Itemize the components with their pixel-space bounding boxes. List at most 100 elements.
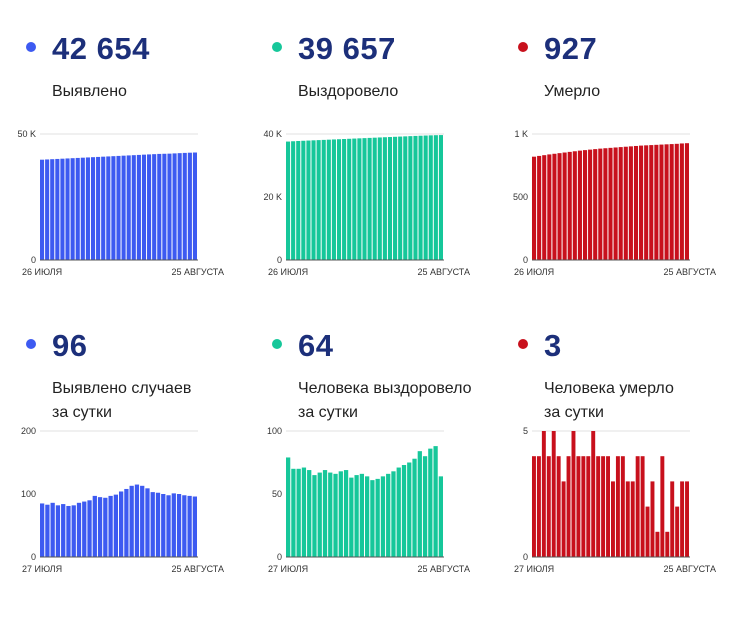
bar bbox=[611, 481, 615, 557]
bar bbox=[354, 475, 359, 557]
bar bbox=[70, 158, 75, 260]
bar bbox=[659, 144, 664, 260]
bar bbox=[601, 456, 606, 557]
bar bbox=[608, 147, 613, 260]
bar bbox=[669, 144, 674, 260]
bar bbox=[103, 497, 108, 557]
bullet-dot-icon bbox=[272, 42, 282, 52]
bar bbox=[162, 153, 167, 260]
stat-number: 96 bbox=[52, 328, 88, 363]
bullet-dot-icon bbox=[26, 42, 36, 52]
bar bbox=[108, 495, 113, 557]
y-tick-label: 100 bbox=[267, 426, 282, 436]
bar bbox=[438, 476, 443, 557]
bar bbox=[422, 456, 428, 557]
bar bbox=[433, 446, 438, 557]
bar bbox=[336, 139, 342, 260]
bar bbox=[171, 493, 176, 557]
bar bbox=[182, 495, 187, 557]
bar bbox=[101, 156, 106, 260]
panel-detected-daily: 96 Выявлено случаев за сутки 0 100 200 27 ИЮЛЯ… bbox=[21, 327, 252, 617]
x-start-label: 26 ИЮЛЯ bbox=[268, 267, 308, 277]
bar bbox=[150, 492, 155, 557]
y-tick-label: 0 bbox=[277, 255, 282, 265]
bar bbox=[664, 144, 669, 260]
y-tick-label: 0 bbox=[523, 552, 528, 562]
bar bbox=[532, 156, 537, 260]
bar bbox=[413, 135, 418, 260]
bar bbox=[119, 491, 124, 557]
bar bbox=[566, 456, 571, 557]
bar bbox=[121, 155, 126, 260]
bar bbox=[576, 456, 581, 557]
stat-caption: Человека выздоровело за сутки bbox=[298, 377, 508, 425]
y-tick-label: 0 bbox=[31, 552, 36, 562]
y-tick-label: 50 bbox=[272, 489, 282, 499]
bar bbox=[551, 431, 556, 557]
y-tick-label: 20 K bbox=[263, 192, 282, 202]
bar bbox=[147, 154, 152, 260]
y-tick-label: 40 K bbox=[263, 129, 282, 139]
bar bbox=[556, 456, 561, 557]
caption-line: Человека умерло bbox=[544, 380, 674, 397]
bar bbox=[557, 153, 562, 260]
bar bbox=[157, 153, 162, 260]
bar bbox=[375, 478, 380, 557]
bar bbox=[377, 137, 382, 260]
x-start-label: 26 ИЮЛЯ bbox=[22, 267, 62, 277]
bullet-dot-icon bbox=[518, 339, 528, 349]
x-end-label: 25 АВГУСТА bbox=[171, 267, 224, 277]
panel-recovered-daily: 64 Человека выздоровело за сутки 0 50 100 27 И… bbox=[267, 327, 498, 617]
panel-recovered-total: 39 657 Выздоровело 0 20 K 40 K 26 ИЮЛЯ 25 АВГУ… bbox=[263, 30, 498, 320]
bar bbox=[684, 143, 689, 260]
bar bbox=[113, 494, 118, 557]
bar bbox=[628, 146, 633, 260]
bar bbox=[80, 157, 85, 260]
panel-deaths-daily: 3 Человека умерло за сутки 0 5 27 ИЮЛЯ 25 АВГУ… bbox=[514, 327, 741, 617]
bar bbox=[317, 472, 322, 557]
stat-number: 64 bbox=[298, 328, 334, 363]
x-start-label: 27 ИЮЛЯ bbox=[514, 564, 554, 574]
bar bbox=[326, 139, 331, 260]
bar bbox=[161, 494, 166, 557]
bar bbox=[372, 137, 377, 260]
bar bbox=[418, 135, 423, 260]
bar bbox=[386, 473, 391, 557]
x-end-label: 25 АВГУСТА bbox=[171, 564, 224, 574]
bar bbox=[291, 468, 296, 557]
bar bbox=[674, 143, 679, 260]
bar bbox=[312, 475, 317, 557]
bar bbox=[296, 468, 301, 557]
bar bbox=[380, 476, 386, 557]
bar bbox=[90, 157, 96, 260]
stat-number: 42 654 bbox=[52, 31, 150, 66]
stat-caption: Выявлено случаев за сутки bbox=[52, 377, 262, 425]
bar bbox=[552, 153, 557, 260]
x-end-label: 25 АВГУСТА bbox=[417, 267, 470, 277]
bar bbox=[311, 140, 316, 260]
x-start-label: 27 ИЮЛЯ bbox=[268, 564, 308, 574]
bar bbox=[625, 481, 630, 557]
bar bbox=[61, 504, 66, 557]
bar bbox=[640, 456, 645, 557]
bar bbox=[685, 481, 689, 557]
bar bbox=[398, 136, 403, 260]
bar bbox=[567, 151, 572, 260]
bar bbox=[321, 139, 326, 260]
bar bbox=[106, 156, 111, 260]
caption-line: Выявлено случаев bbox=[52, 380, 192, 397]
bar bbox=[591, 431, 596, 557]
bullet-dot-icon bbox=[272, 339, 282, 349]
bar bbox=[316, 140, 321, 260]
bar bbox=[60, 158, 65, 260]
bar-chart: 0 50 K 26 ИЮЛЯ 25 АВГУСТА bbox=[17, 129, 224, 277]
bar bbox=[75, 157, 80, 260]
bar bbox=[71, 505, 76, 557]
bar bbox=[85, 157, 90, 260]
stat-caption: Умерло bbox=[544, 80, 741, 104]
bar bbox=[433, 135, 438, 260]
y-tick-label: 100 bbox=[21, 489, 36, 499]
bar bbox=[675, 506, 680, 557]
bar bbox=[571, 431, 576, 557]
bar bbox=[620, 456, 625, 557]
